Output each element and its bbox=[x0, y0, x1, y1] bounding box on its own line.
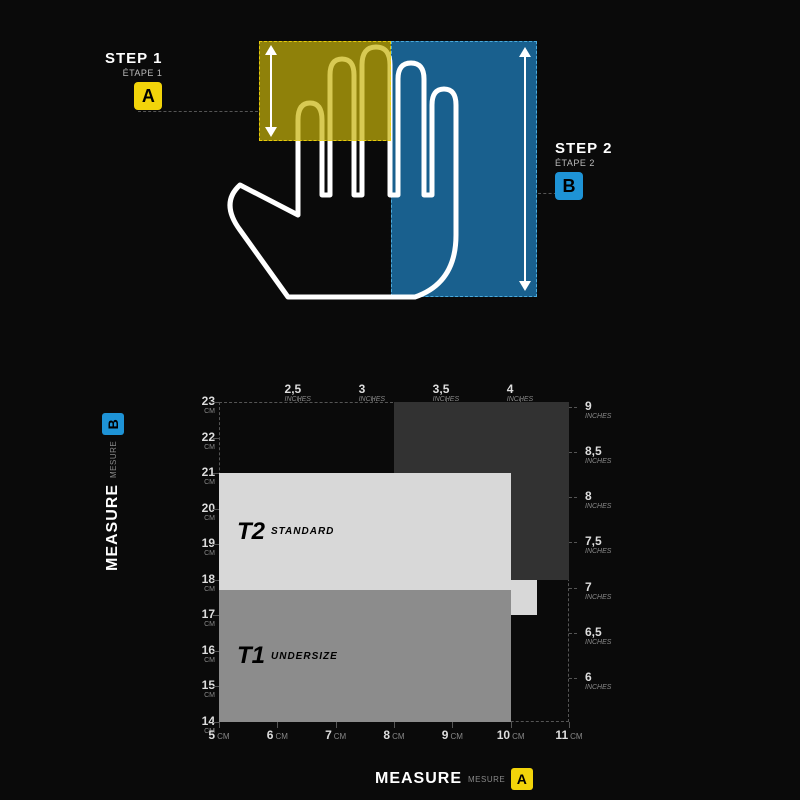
axis-a-sub: MESURE bbox=[468, 775, 505, 784]
y-tick-cm: 15CM bbox=[169, 678, 215, 699]
zone-label-small: UNDERSIZE bbox=[271, 651, 338, 662]
x-tick-cm: 8CM bbox=[383, 728, 404, 742]
axis-badge-b: B bbox=[102, 413, 124, 435]
axis-b-sub: MESURE bbox=[109, 441, 118, 478]
step1-title: STEP 1 bbox=[105, 50, 162, 67]
y-tick-in: 7INCHES bbox=[585, 580, 635, 601]
arrow-b bbox=[518, 47, 532, 291]
zone-notch bbox=[511, 580, 537, 616]
zone-label-small: STANDARD bbox=[271, 526, 334, 537]
step1-subtitle: ÉTAPE 1 bbox=[105, 68, 162, 78]
zone-label-big: T2 bbox=[237, 518, 265, 546]
y-tick-in: 8INCHES bbox=[585, 489, 635, 510]
y-tick-cm: 21CM bbox=[169, 465, 215, 486]
step2-subtitle: ÉTAPE 2 bbox=[555, 158, 612, 168]
x-tick-cm: 11CM bbox=[555, 728, 582, 742]
y-tick-cm: 22CM bbox=[169, 430, 215, 451]
step2-label: STEP 2 ÉTAPE 2 B bbox=[555, 140, 612, 200]
y-tick-cm: 18CM bbox=[169, 572, 215, 593]
y-tick-cm: 17CM bbox=[169, 607, 215, 628]
badge-a: A bbox=[134, 82, 162, 110]
y-tick-in: 6,5INCHES bbox=[585, 625, 635, 646]
zone-label-big: T1 bbox=[237, 642, 265, 670]
y-tick-in: 9INCHES bbox=[585, 399, 635, 420]
step1-label: STEP 1 ÉTAPE 1 A bbox=[105, 50, 162, 110]
axis-a-text: MEASURE bbox=[375, 770, 462, 788]
x-tick-cm: 7CM bbox=[325, 728, 346, 742]
axis-label-b: MEASURE MESURE B bbox=[102, 413, 124, 571]
y-tick-in: 7,5INCHES bbox=[585, 534, 635, 555]
y-tick-cm: 23CM bbox=[169, 394, 215, 415]
step2-title: STEP 2 bbox=[555, 140, 612, 157]
zone-a-box bbox=[259, 41, 391, 141]
axis-label-a: MEASURE MESURE A bbox=[375, 768, 533, 790]
zone-t2: T2 STANDARD bbox=[219, 473, 511, 590]
hand-diagram: STEP 1 ÉTAPE 1 A STEP 2 ÉTAPE 2 B bbox=[180, 35, 620, 325]
zone-t1: T1 UNDERSIZE bbox=[219, 590, 511, 722]
axis-badge-a: A bbox=[511, 768, 533, 790]
x-tick-cm: 10CM bbox=[497, 728, 525, 742]
y-tick-cm: 20CM bbox=[169, 501, 215, 522]
y-tick-in: 6INCHES bbox=[585, 670, 635, 691]
badge-b: B bbox=[555, 172, 583, 200]
x-tick-cm: 6CM bbox=[267, 728, 288, 742]
x-tick-cm: 5CM bbox=[208, 728, 229, 742]
size-chart: T3 MIDSIZE T1 UNDERSIZE T2 STANDARD 14CM… bbox=[165, 370, 665, 770]
x-tick-cm: 9CM bbox=[442, 728, 463, 742]
arrow-a bbox=[264, 45, 278, 137]
y-tick-cm: 16CM bbox=[169, 643, 215, 664]
axis-b-text: MEASURE bbox=[104, 484, 122, 571]
y-tick-cm: 19CM bbox=[169, 536, 215, 557]
y-tick-in: 8,5INCHES bbox=[585, 444, 635, 465]
